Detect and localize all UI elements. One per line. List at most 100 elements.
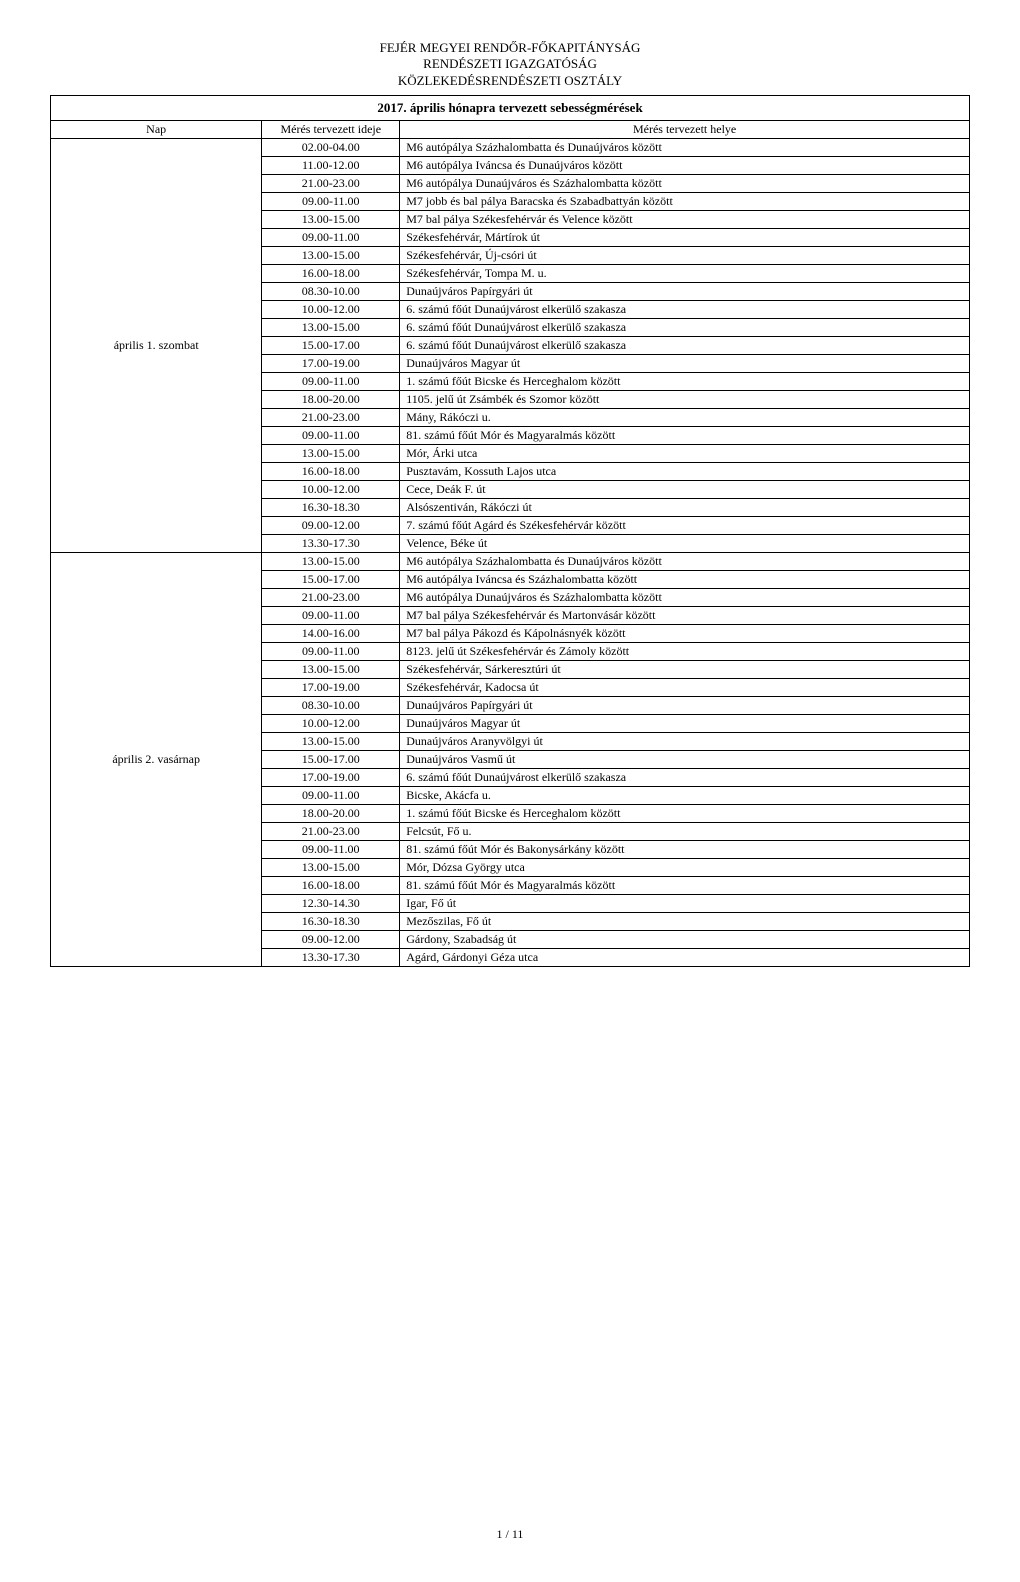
location-cell: Dunaújváros Papírgyári út [400, 282, 970, 300]
location-cell: 6. számú főút Dunaújvárost elkerülő szak… [400, 318, 970, 336]
location-cell: 6. számú főút Dunaújvárost elkerülő szak… [400, 300, 970, 318]
time-cell: 17.00-19.00 [262, 354, 400, 372]
time-cell: 11.00-12.00 [262, 156, 400, 174]
time-cell: 13.00-15.00 [262, 660, 400, 678]
location-cell: Mór, Árki utca [400, 444, 970, 462]
location-cell: Gárdony, Szabadság út [400, 930, 970, 948]
time-cell: 13.00-15.00 [262, 858, 400, 876]
time-cell: 09.00-11.00 [262, 642, 400, 660]
table-row: április 2. vasárnap13.00-15.00M6 autópál… [51, 552, 970, 570]
time-cell: 13.30-17.30 [262, 948, 400, 966]
location-cell: Dunaújváros Aranyvölgyi út [400, 732, 970, 750]
location-cell: 81. számú főút Mór és Bakonysárkány közö… [400, 840, 970, 858]
time-cell: 13.00-15.00 [262, 732, 400, 750]
time-cell: 09.00-11.00 [262, 192, 400, 210]
location-cell: M7 bal pálya Székesfehérvár és Velence k… [400, 210, 970, 228]
time-cell: 10.00-12.00 [262, 714, 400, 732]
location-cell: 1. számú főút Bicske és Herceghalom közö… [400, 372, 970, 390]
location-cell: 81. számú főút Mór és Magyaralmás között [400, 876, 970, 894]
location-cell: Székesfehérvár, Új-csóri út [400, 246, 970, 264]
location-cell: 6. számú főút Dunaújvárost elkerülő szak… [400, 336, 970, 354]
location-cell: Pusztavám, Kossuth Lajos utca [400, 462, 970, 480]
header-line-1: FEJÉR MEGYEI RENDŐR-FŐKAPITÁNYSÁG [50, 40, 970, 56]
time-cell: 17.00-19.00 [262, 678, 400, 696]
location-cell: M6 autópálya Százhalombatta és Dunaújvár… [400, 138, 970, 156]
time-cell: 09.00-11.00 [262, 786, 400, 804]
table-title-row: 2017. április hónapra tervezett sebesség… [51, 95, 970, 120]
time-cell: 17.00-19.00 [262, 768, 400, 786]
time-cell: 12.30-14.30 [262, 894, 400, 912]
location-cell: Dunaújváros Magyar út [400, 714, 970, 732]
time-cell: 18.00-20.00 [262, 390, 400, 408]
location-cell: Igar, Fő út [400, 894, 970, 912]
time-cell: 09.00-11.00 [262, 426, 400, 444]
location-cell: 1105. jelű út Zsámbék és Szomor között [400, 390, 970, 408]
location-cell: Velence, Béke út [400, 534, 970, 552]
location-cell: Alsószentiván, Rákóczi út [400, 498, 970, 516]
time-cell: 14.00-16.00 [262, 624, 400, 642]
location-cell: Székesfehérvár, Mártírok út [400, 228, 970, 246]
location-cell: Cece, Deák F. út [400, 480, 970, 498]
time-cell: 15.00-17.00 [262, 750, 400, 768]
location-cell: 6. számú főút Dunaújvárost elkerülő szak… [400, 768, 970, 786]
location-cell: Mór, Dózsa György utca [400, 858, 970, 876]
table-header-row: Nap Mérés tervezett ideje Mérés tervezet… [51, 120, 970, 138]
document-header: FEJÉR MEGYEI RENDŐR-FŐKAPITÁNYSÁG RENDÉS… [50, 40, 970, 89]
location-cell: Székesfehérvár, Sárkeresztúri út [400, 660, 970, 678]
time-cell: 13.00-15.00 [262, 552, 400, 570]
schedule-table: 2017. április hónapra tervezett sebesség… [50, 95, 970, 967]
location-cell: Székesfehérvár, Kadocsa út [400, 678, 970, 696]
time-cell: 15.00-17.00 [262, 570, 400, 588]
table-title: 2017. április hónapra tervezett sebesség… [51, 95, 970, 120]
location-cell: M6 autópálya Iváncsa és Százhalombatta k… [400, 570, 970, 588]
header-line-3: KÖZLEKEDÉSRENDÉSZETI OSZTÁLY [50, 73, 970, 89]
time-cell: 16.30-18.30 [262, 912, 400, 930]
time-cell: 16.00-18.00 [262, 264, 400, 282]
location-cell: Dunaújváros Papírgyári út [400, 696, 970, 714]
time-cell: 09.00-11.00 [262, 228, 400, 246]
location-cell: 7. számú főút Agárd és Székesfehérvár kö… [400, 516, 970, 534]
location-cell: 1. számú főút Bicske és Herceghalom közö… [400, 804, 970, 822]
time-cell: 16.00-18.00 [262, 876, 400, 894]
location-cell: Dunaújváros Magyar út [400, 354, 970, 372]
location-cell: Agárd, Gárdonyi Géza utca [400, 948, 970, 966]
time-cell: 09.00-12.00 [262, 516, 400, 534]
location-cell: M6 autópálya Százhalombatta és Dunaújvár… [400, 552, 970, 570]
col-header-time: Mérés tervezett ideje [262, 120, 400, 138]
location-cell: Felcsút, Fő u. [400, 822, 970, 840]
location-cell: Székesfehérvár, Tompa M. u. [400, 264, 970, 282]
time-cell: 10.00-12.00 [262, 480, 400, 498]
col-header-location: Mérés tervezett helye [400, 120, 970, 138]
time-cell: 16.30-18.30 [262, 498, 400, 516]
table-row: április 1. szombat02.00-04.00M6 autópály… [51, 138, 970, 156]
location-cell: M7 bal pálya Székesfehérvár és Martonvás… [400, 606, 970, 624]
time-cell: 09.00-12.00 [262, 930, 400, 948]
location-cell: M6 autópálya Dunaújváros és Százhalombat… [400, 588, 970, 606]
location-cell: M7 bal pálya Pákozd és Kápolnásnyék közö… [400, 624, 970, 642]
location-cell: Mezőszilas, Fő út [400, 912, 970, 930]
location-cell: M6 autópálya Iváncsa és Dunaújváros közö… [400, 156, 970, 174]
location-cell: Dunaújváros Vasmű út [400, 750, 970, 768]
time-cell: 08.30-10.00 [262, 696, 400, 714]
time-cell: 13.00-15.00 [262, 210, 400, 228]
time-cell: 08.30-10.00 [262, 282, 400, 300]
time-cell: 21.00-23.00 [262, 174, 400, 192]
page-footer: 1 / 11 [50, 1527, 970, 1542]
location-cell: Mány, Rákóczi u. [400, 408, 970, 426]
time-cell: 09.00-11.00 [262, 606, 400, 624]
time-cell: 21.00-23.00 [262, 588, 400, 606]
col-header-day: Nap [51, 120, 262, 138]
location-cell: 81. számú főút Mór és Magyaralmás között [400, 426, 970, 444]
day-cell: április 1. szombat [51, 138, 262, 552]
location-cell: M7 jobb és bal pálya Baracska és Szabadb… [400, 192, 970, 210]
time-cell: 21.00-23.00 [262, 408, 400, 426]
time-cell: 10.00-12.00 [262, 300, 400, 318]
time-cell: 18.00-20.00 [262, 804, 400, 822]
time-cell: 16.00-18.00 [262, 462, 400, 480]
day-cell: április 2. vasárnap [51, 552, 262, 966]
time-cell: 21.00-23.00 [262, 822, 400, 840]
location-cell: 8123. jelű út Székesfehérvár és Zámoly k… [400, 642, 970, 660]
time-cell: 09.00-11.00 [262, 840, 400, 858]
time-cell: 13.00-15.00 [262, 318, 400, 336]
location-cell: Bicske, Akácfa u. [400, 786, 970, 804]
